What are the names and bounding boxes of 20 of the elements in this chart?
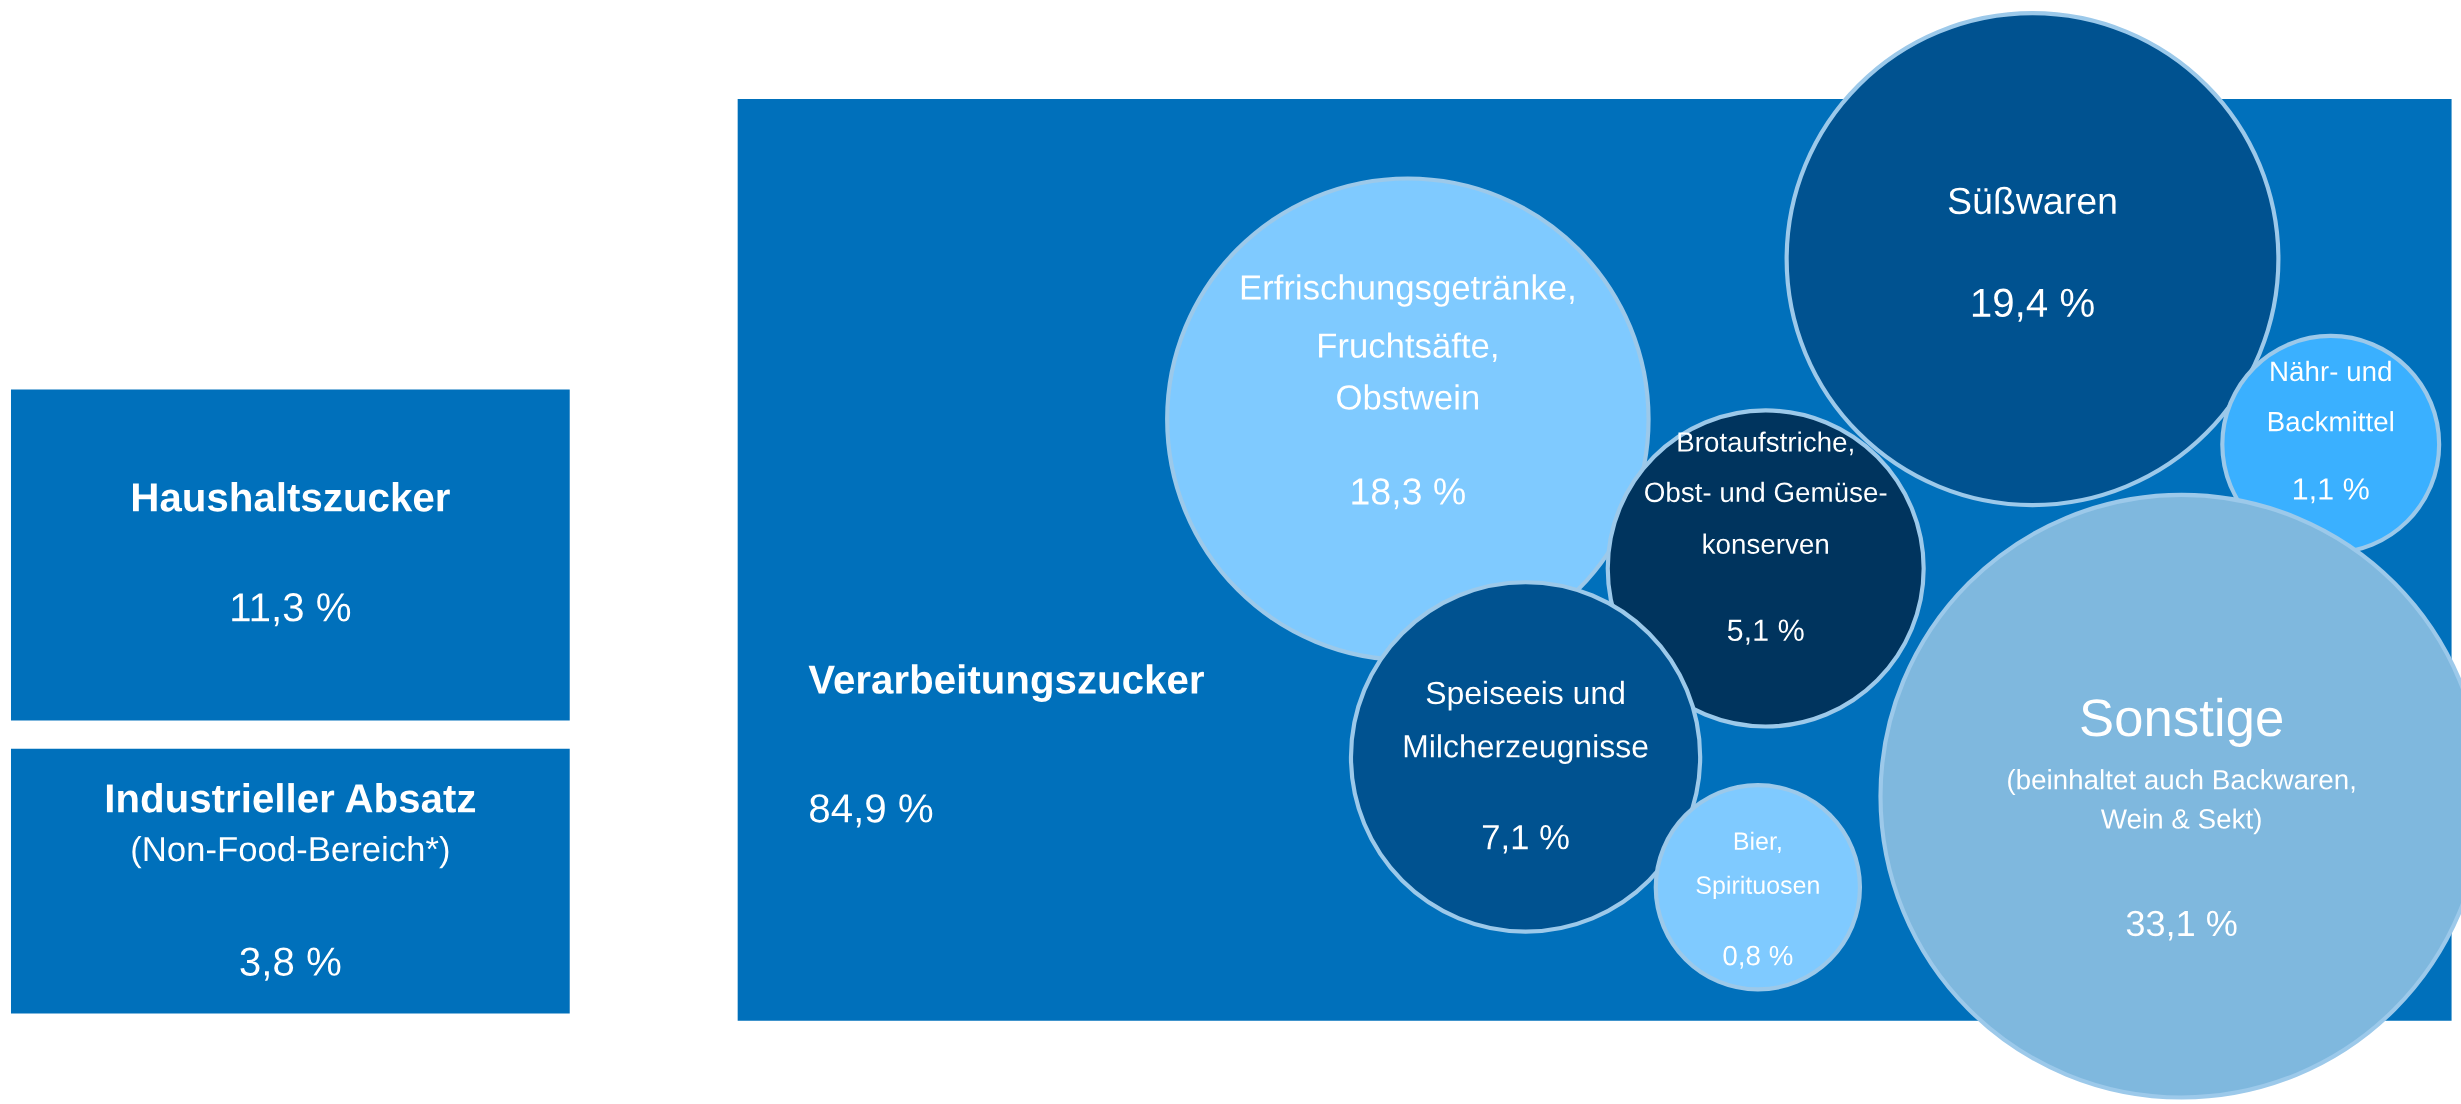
data-label: 18,3 % — [1352, 478, 1465, 510]
data-label: 84,9 % — [810, 794, 933, 828]
data-label: 11,3 % — [232, 593, 351, 627]
data-label: 7,1 % — [1482, 825, 1569, 854]
category-label: Speiseeis und Milcherzeugnisse — [1404, 680, 1648, 764]
category-label: Sonstige (beinhaltet auch Backwaren, Wein & Sekt) — [2008, 697, 2355, 835]
category-label: Erfrischungsgetränke, Fruchtsäfte, Obstwein — [1241, 274, 1574, 410]
category-label: Nähr- und Backmittel — [2268, 360, 2393, 432]
data-label: 19,4 % — [1972, 288, 2094, 322]
category-label: Bier, Spirituosen — [1696, 831, 1819, 899]
category-label: Verarbeitungszucker — [808, 664, 1204, 702]
category-label: Süßwaren — [1948, 186, 2116, 215]
category-label: Haushaltszucker — [133, 482, 450, 512]
data-label: 3,8 % — [240, 947, 341, 981]
category-label: Industrieller Absatz (Non-Food-Bereich*) — [106, 783, 476, 869]
category-label: Brotaufstriche, Obst- und Gemüse- konserven — [1645, 431, 1887, 554]
data-label: 33,1 % — [2126, 910, 2237, 941]
data-label: 5,1 % — [1727, 619, 1804, 645]
data-label: 1,1 % — [2293, 478, 2369, 504]
data-label: 0,8 % — [1723, 945, 1793, 969]
